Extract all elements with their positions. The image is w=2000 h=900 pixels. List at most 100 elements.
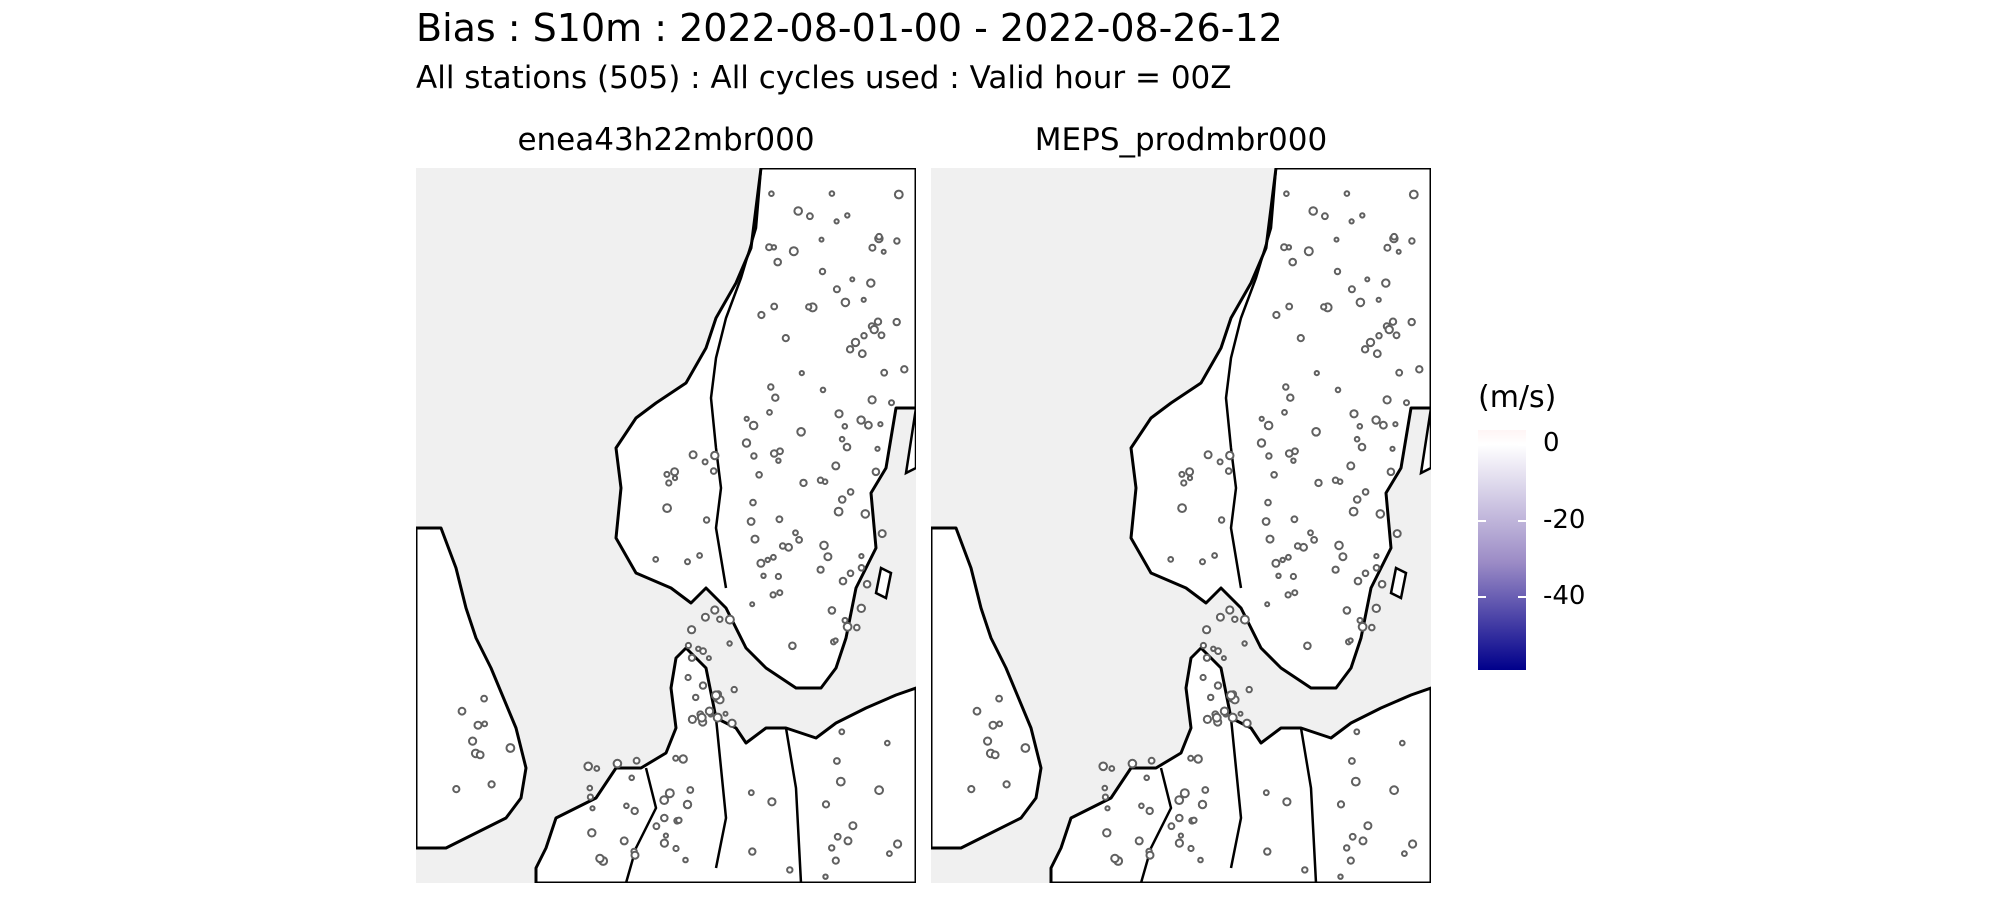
station-marker (866, 278, 876, 288)
station-marker (1225, 605, 1235, 615)
station-marker (632, 756, 641, 765)
station-marker (1193, 754, 1203, 764)
station-marker (587, 828, 597, 838)
station-marker (1202, 714, 1212, 725)
station-marker (1281, 409, 1288, 416)
station-marker (874, 785, 885, 796)
station-marker (799, 478, 808, 488)
station-marker (886, 850, 893, 857)
station-marker (1265, 534, 1275, 544)
station-marker (709, 467, 718, 475)
station-marker (1355, 297, 1366, 308)
station-marker (875, 232, 883, 241)
station-marker (1224, 467, 1233, 475)
station-marker (1401, 850, 1408, 857)
station-marker (1275, 572, 1282, 579)
station-marker (1333, 267, 1342, 276)
station-marker (480, 694, 488, 703)
station-marker (877, 421, 884, 428)
station-marker (1331, 476, 1340, 484)
station-marker (695, 645, 702, 652)
station-marker (833, 218, 840, 225)
station-marker (786, 866, 794, 874)
station-marker (702, 516, 711, 524)
station-marker (684, 673, 692, 682)
station-marker (1333, 236, 1340, 243)
station-marker (884, 739, 891, 747)
station-marker (1282, 383, 1290, 391)
station-marker (845, 345, 855, 354)
station-marker (805, 303, 813, 311)
station-marker (1336, 800, 1346, 809)
station-marker (833, 506, 844, 517)
station-marker (1408, 237, 1416, 245)
station-marker (1210, 645, 1217, 652)
station-marker (1199, 641, 1207, 650)
station-marker (593, 765, 601, 772)
legend-tick-2-right (1518, 596, 1526, 598)
station-marker (481, 720, 489, 728)
station-marker (475, 750, 485, 760)
station-marker (1364, 276, 1371, 283)
station-marker (722, 710, 729, 717)
station-marker (1213, 681, 1223, 690)
station-marker (1219, 706, 1230, 716)
station-marker (1381, 278, 1391, 288)
station-marker (1291, 589, 1299, 597)
station-marker (1178, 470, 1186, 478)
station-marker (1379, 420, 1388, 430)
station-marker (893, 237, 901, 245)
station-marker (798, 370, 805, 377)
station-marker (700, 612, 710, 622)
station-marker (1197, 856, 1204, 864)
station-marker (1215, 612, 1225, 622)
station-marker (662, 832, 669, 839)
station-marker (1285, 302, 1294, 311)
station-marker (595, 853, 605, 864)
station-marker (1357, 442, 1367, 452)
station-marker (688, 450, 698, 460)
finland-landmass (1419, 407, 1431, 476)
legend-tick-1-right (1518, 520, 1526, 522)
station-marker (682, 799, 693, 810)
station-marker (1386, 467, 1396, 477)
station-marker (868, 243, 877, 252)
station-marker (869, 324, 879, 335)
station-marker (1310, 536, 1319, 544)
station-marker (967, 785, 976, 794)
station-marker (1174, 838, 1184, 848)
station-marker (665, 479, 673, 487)
station-marker (1375, 332, 1383, 340)
station-marker (1346, 461, 1356, 471)
station-marker (1347, 285, 1356, 294)
station-marker (818, 236, 825, 243)
station-marker (774, 572, 782, 581)
station-marker (628, 774, 635, 782)
station-marker (1279, 556, 1286, 564)
station-marker (840, 297, 851, 308)
station-marker (1343, 190, 1351, 197)
station-marker (853, 623, 861, 632)
station-marker (1207, 693, 1215, 702)
station-marker (1392, 421, 1399, 428)
station-marker (892, 317, 901, 327)
station-marker (1348, 832, 1357, 841)
station-marker (1270, 471, 1278, 479)
station-marker (1187, 754, 1195, 762)
britain-landmass (416, 526, 528, 850)
station-marker (583, 761, 593, 772)
sweden-border (1224, 168, 1278, 589)
station-marker (1348, 506, 1359, 517)
station-marker (672, 844, 680, 853)
station-marker (1353, 435, 1361, 443)
station-marker (586, 784, 594, 792)
panel-label-left: enea43h22mbr000 (517, 122, 815, 158)
station-marker (874, 445, 881, 452)
station-marker (1311, 427, 1321, 437)
station-marker (1264, 601, 1271, 608)
station-marker (1361, 488, 1370, 496)
station-marker (727, 718, 737, 728)
station-marker (1185, 467, 1195, 477)
station-marker (755, 471, 763, 479)
station-marker (1177, 832, 1184, 839)
